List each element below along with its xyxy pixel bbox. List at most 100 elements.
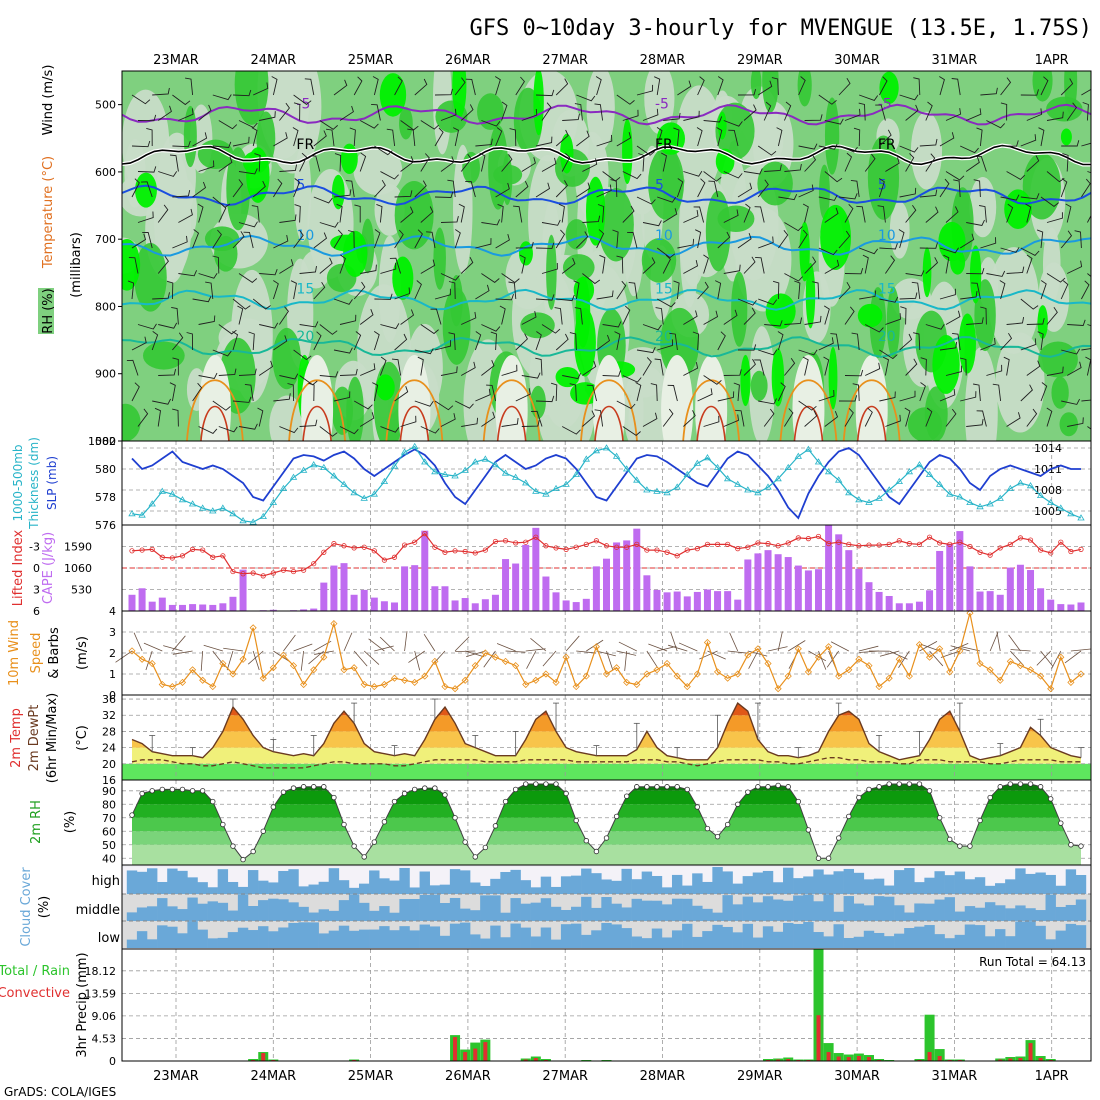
cloud-high-bar [833,871,844,894]
cloud-low-bar [742,923,754,948]
wind-barb [1026,155,1040,172]
wind-speed-point [461,676,469,684]
cape-bar [592,566,600,611]
wind-barb [372,382,379,402]
wind-barb [764,164,782,172]
wind-barb [345,180,355,198]
wind-barb [844,267,864,275]
wind-barb [844,306,855,325]
top-date-label: 29MAR [737,53,783,68]
wind-barb [838,395,858,402]
wind-barb [899,390,916,402]
precip-convective-bar [826,1052,831,1061]
y-tick-label: 1060 [64,562,92,575]
top-date-label: 31MAR [932,53,978,68]
cloud-high-bar [571,875,582,894]
isotherm-label: 10 [655,228,673,244]
lifted-index-point [149,546,155,552]
wind-barb [569,383,577,402]
cloud-middle-bar [803,894,814,921]
cloud-high-bar [268,882,279,894]
cloud-low-bar [480,938,491,948]
rh-point [371,839,377,845]
wind-barb [858,102,866,121]
cloud-middle-bar [974,907,986,921]
thickness-point [188,500,197,507]
top-date-label: 30MAR [834,53,880,68]
precip-convective-bar [483,1042,488,1061]
cape-bar [673,591,681,611]
thickness-point [915,461,924,468]
wind-barb [1067,260,1083,274]
cloud-low-bar [359,929,370,948]
thickness-point [441,470,449,477]
wind-barb [677,80,692,96]
isotherm-line [122,103,1091,126]
surface-wind-barb [408,650,426,663]
wind-barb [251,127,258,147]
minmax-label: (6hr Min/Max) [45,693,60,783]
cloud-middle-bar [530,902,542,921]
cape-bar [885,595,893,611]
wind-barb [812,281,820,300]
wind-barb [252,298,271,310]
cape-bar [421,530,429,611]
wind-barb [414,229,423,249]
cape-bar [1027,570,1035,611]
lifted-index-point [714,541,721,547]
rh-point [149,788,155,794]
thickness-point [582,455,591,462]
wind-barb [434,127,444,147]
thickness-point [794,452,803,459]
top-date-label: 28MAR [640,53,686,68]
lifted-index-point [674,553,680,559]
wind-barb [899,187,917,198]
rh-very-dry-area [622,119,633,184]
thickness-point [744,486,752,493]
cape-bar [572,602,580,611]
cloud-high-bar [379,878,390,894]
wind-barb [838,77,851,96]
surface-wind-barb [707,650,726,660]
cape-bar [199,604,207,611]
wind-barb [1037,331,1044,351]
cloud-middle-bar [853,903,865,921]
wind-speed-point [804,668,812,676]
thickness-point [804,445,813,452]
wind-barb [737,232,752,249]
wind-barb [823,305,830,325]
wind-barb [414,180,427,198]
wind-barb [657,339,673,351]
cloud-low-bar [873,932,885,948]
wind-barb [495,233,510,249]
wind-barb [879,391,896,402]
surface-wind-barb [423,633,436,652]
y-tick-label: 0 [109,1055,116,1068]
rh-point [159,786,165,793]
wind-barb [417,356,424,376]
wind-barb [636,196,656,205]
wind-barb [157,256,169,274]
cloud-low-bar [1055,930,1067,948]
rh-fill-band [137,790,1053,805]
wind-barb [784,317,803,325]
lifted-index-point [412,539,418,545]
wind-barb [475,138,493,147]
cloud-middle-bar [712,912,723,921]
wind-barb [1000,332,1013,351]
wind-barb [359,152,367,172]
wind-barb [172,190,191,198]
wind-barb [574,307,583,325]
wind-barb [622,375,642,383]
wind-barb [596,334,611,351]
wind-barb [703,171,722,182]
wind-barb [783,101,792,121]
precip-convective-legend: Convective [0,986,70,1001]
wind-barb [339,314,357,325]
wind-speed-point [744,651,752,659]
wind-barb [616,280,627,300]
wind-barb [1036,229,1044,249]
rh-point [250,848,256,855]
wind-barb [838,193,858,200]
wind-barb [582,360,597,376]
